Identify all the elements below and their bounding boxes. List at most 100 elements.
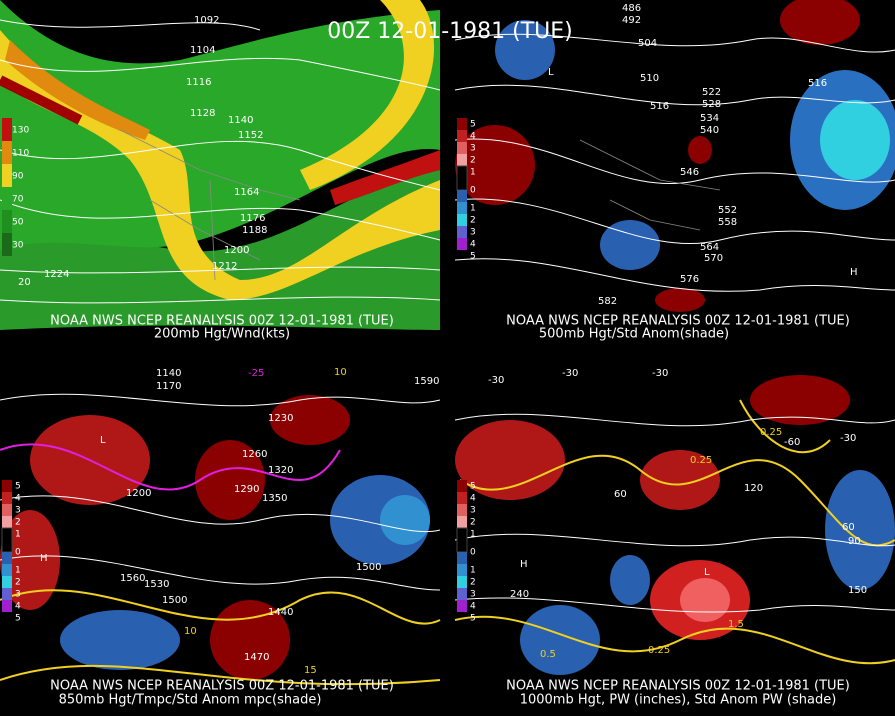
legend-label: 1 xyxy=(470,566,476,576)
legend-label: 3 xyxy=(470,506,476,516)
legend-label: 3 xyxy=(470,144,476,154)
contour-label: 1560 xyxy=(120,573,145,584)
legend-label: 1 xyxy=(470,530,476,540)
legend-label: 0 xyxy=(470,548,476,558)
legend-label: 2 xyxy=(470,578,476,588)
contour-label: 1290 xyxy=(234,484,259,495)
contour-label: 576 xyxy=(680,274,699,285)
contour-label: 60 xyxy=(842,522,855,533)
legend-label: 4 xyxy=(470,494,476,504)
legend-label: 2 xyxy=(470,156,476,166)
pw-label: 0.25 xyxy=(648,645,670,656)
map-title: 00Z 12-01-1981 (TUE) xyxy=(327,19,573,44)
panel-200mb: 130 110 90 70 50 30 1092 1104 1116 1128 … xyxy=(0,0,441,342)
contour-label: 1176 xyxy=(240,213,265,224)
legend-label: 5 xyxy=(15,614,21,624)
legend-label: 5 xyxy=(470,482,476,492)
contour-label: 1530 xyxy=(144,579,169,590)
temp-label: 10 xyxy=(334,367,347,378)
legend-label: 4 xyxy=(15,602,21,612)
panel-caption: NOAA NWS NCEP REANALYSIS 00Z 12-01-1981 … xyxy=(506,679,850,694)
legend-label: 0 xyxy=(470,186,476,196)
contour-label: 1500 xyxy=(162,595,187,606)
contour-label: 516 xyxy=(808,78,827,89)
contour-label: 492 xyxy=(622,15,641,26)
pw-label: 1.5 xyxy=(728,619,744,630)
temp-label: 15 xyxy=(304,665,317,676)
high-marker: H xyxy=(40,553,48,564)
contour-label: 1350 xyxy=(262,493,287,504)
temp-label: -25 xyxy=(248,368,264,379)
contour-label: 1470 xyxy=(244,652,269,663)
contour-label: -60 xyxy=(784,437,800,448)
contour-label: 570 xyxy=(704,253,723,264)
legend-label: 3 xyxy=(470,590,476,600)
contour-label: 1104 xyxy=(190,45,215,56)
contour-label: 1440 xyxy=(268,607,293,618)
contour-label: 1164 xyxy=(234,187,259,198)
contour-label: -30 xyxy=(840,433,856,444)
contour-label: -30 xyxy=(562,368,578,379)
contour-label: 582 xyxy=(598,296,617,307)
legend-label: 5 xyxy=(470,120,476,130)
legend-label: 2 xyxy=(470,518,476,528)
legend-label: 4 xyxy=(470,240,476,250)
panel-subcaption: 1000mb Hgt, PW (inches), Std Anom PW (sh… xyxy=(520,693,837,708)
contour-label: 558 xyxy=(718,217,737,228)
contour-label: 1260 xyxy=(242,449,267,460)
legend-label: 3 xyxy=(15,590,21,600)
legend-label: 3 xyxy=(470,228,476,238)
contour-label: -30 xyxy=(488,375,504,386)
contour-label: 1200 xyxy=(224,245,249,256)
panel-caption: NOAA NWS NCEP REANALYSIS 00Z 12-01-1981 … xyxy=(506,314,850,329)
legend-label: 0 xyxy=(15,548,21,558)
legend-label: 1 xyxy=(15,530,21,540)
pw-label: 0.25 xyxy=(760,427,782,438)
contour-label: 510 xyxy=(640,73,659,84)
contour-label: 1188 xyxy=(242,225,267,236)
contour-label: 240 xyxy=(510,589,529,600)
high-marker: H xyxy=(520,559,528,570)
legend-label: 3 xyxy=(15,506,21,516)
legend-label: 2 xyxy=(15,518,21,528)
panel-caption: NOAA NWS NCEP REANALYSIS 00Z 12-01-1981 … xyxy=(50,314,394,329)
legend-label: 130 xyxy=(12,126,29,136)
legend-label: 30 xyxy=(12,241,24,251)
legend-label: 4 xyxy=(15,494,21,504)
panel-subcaption: 500mb Hgt/Std Anom(shade) xyxy=(539,327,729,342)
legend-label: 5 xyxy=(470,252,476,262)
legend-label: 2 xyxy=(15,578,21,588)
legend-label: 50 xyxy=(12,218,24,228)
legend-label: 110 xyxy=(12,149,29,159)
panel-subcaption: 200mb Hgt/Wnd(kts) xyxy=(154,327,290,342)
contour-label: 60 xyxy=(614,489,627,500)
contour-label: 522 xyxy=(702,87,721,98)
contour-label: 564 xyxy=(700,242,719,253)
legend-label: 1 xyxy=(470,204,476,214)
contour-label: -30 xyxy=(652,368,668,379)
low-marker: L xyxy=(704,567,710,578)
contour-label: 534 xyxy=(700,113,719,124)
low-marker: L xyxy=(100,435,106,446)
contour-label: 486 xyxy=(622,3,641,14)
temp-label: 10 xyxy=(184,626,197,637)
legend-label: 1 xyxy=(470,168,476,178)
legend-label: 5 xyxy=(470,614,476,624)
contour-label: 516 xyxy=(650,101,669,112)
contour-label: 540 xyxy=(700,125,719,136)
contour-label: 150 xyxy=(848,585,867,596)
legend-label: 2 xyxy=(470,216,476,226)
contour-label: 1140 xyxy=(228,115,253,126)
panel-caption: NOAA NWS NCEP REANALYSIS 00Z 12-01-1981 … xyxy=(50,679,394,694)
contour-label: 1500 xyxy=(356,562,381,573)
contour-label: 20 xyxy=(18,277,31,288)
contour-label: 1170 xyxy=(156,381,181,392)
contour-label: 1152 xyxy=(238,130,263,141)
contour-label: 90 xyxy=(848,536,861,547)
pw-label: 0.25 xyxy=(690,455,712,466)
contour-label: 1200 xyxy=(126,488,151,499)
contour-label: 504 xyxy=(638,38,657,49)
